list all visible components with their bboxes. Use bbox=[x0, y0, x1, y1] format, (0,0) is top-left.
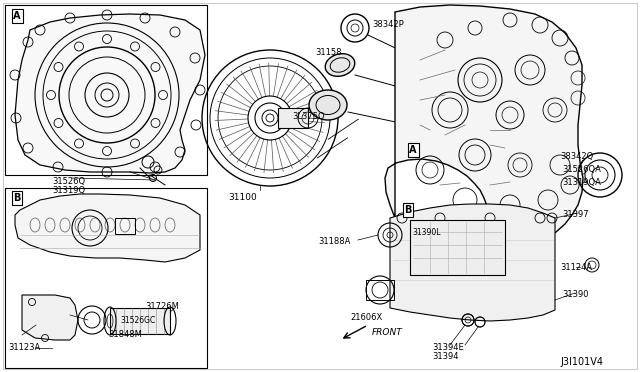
Text: 31726M: 31726M bbox=[145, 302, 179, 311]
Polygon shape bbox=[385, 5, 583, 248]
Text: 31158: 31158 bbox=[315, 48, 342, 57]
Text: FRONT: FRONT bbox=[372, 328, 403, 337]
Polygon shape bbox=[390, 204, 555, 321]
Text: 38342P: 38342P bbox=[372, 20, 404, 29]
Polygon shape bbox=[15, 14, 205, 173]
Text: B: B bbox=[13, 193, 20, 203]
Bar bbox=[115, 218, 135, 234]
Text: 21606X: 21606X bbox=[350, 313, 382, 322]
Text: 31848M: 31848M bbox=[108, 330, 142, 339]
Text: 38342Q: 38342Q bbox=[560, 152, 593, 161]
Text: 31124A: 31124A bbox=[560, 263, 592, 272]
Text: 31100: 31100 bbox=[228, 193, 257, 202]
Text: 31397: 31397 bbox=[562, 210, 589, 219]
Bar bbox=[5, 5, 207, 175]
Ellipse shape bbox=[325, 54, 355, 76]
Text: 31526GC: 31526GC bbox=[120, 316, 156, 325]
Text: A: A bbox=[409, 145, 417, 155]
Text: 31394E: 31394E bbox=[432, 343, 464, 352]
Bar bbox=[5, 188, 207, 368]
Text: 31526QA: 31526QA bbox=[562, 165, 601, 174]
Ellipse shape bbox=[309, 90, 347, 120]
Polygon shape bbox=[15, 194, 200, 262]
Bar bbox=[366, 280, 394, 300]
Text: 31188A: 31188A bbox=[318, 237, 350, 246]
Bar bbox=[278, 108, 308, 128]
Bar bbox=[410, 220, 505, 275]
Text: 31123A: 31123A bbox=[8, 343, 40, 352]
Text: 31319Q: 31319Q bbox=[52, 186, 85, 195]
Text: J3I101V4: J3I101V4 bbox=[560, 357, 603, 367]
Polygon shape bbox=[22, 295, 78, 340]
Text: 31390L: 31390L bbox=[412, 228, 440, 237]
Bar bbox=[110, 308, 170, 334]
Text: B: B bbox=[404, 205, 412, 215]
Text: 31394: 31394 bbox=[432, 352, 458, 361]
Text: 31319QA: 31319QA bbox=[562, 178, 601, 187]
Text: 31526Q: 31526Q bbox=[52, 177, 85, 186]
Text: A: A bbox=[13, 11, 20, 21]
Text: 3L375Q: 3L375Q bbox=[292, 112, 324, 121]
Text: 31390: 31390 bbox=[562, 290, 589, 299]
